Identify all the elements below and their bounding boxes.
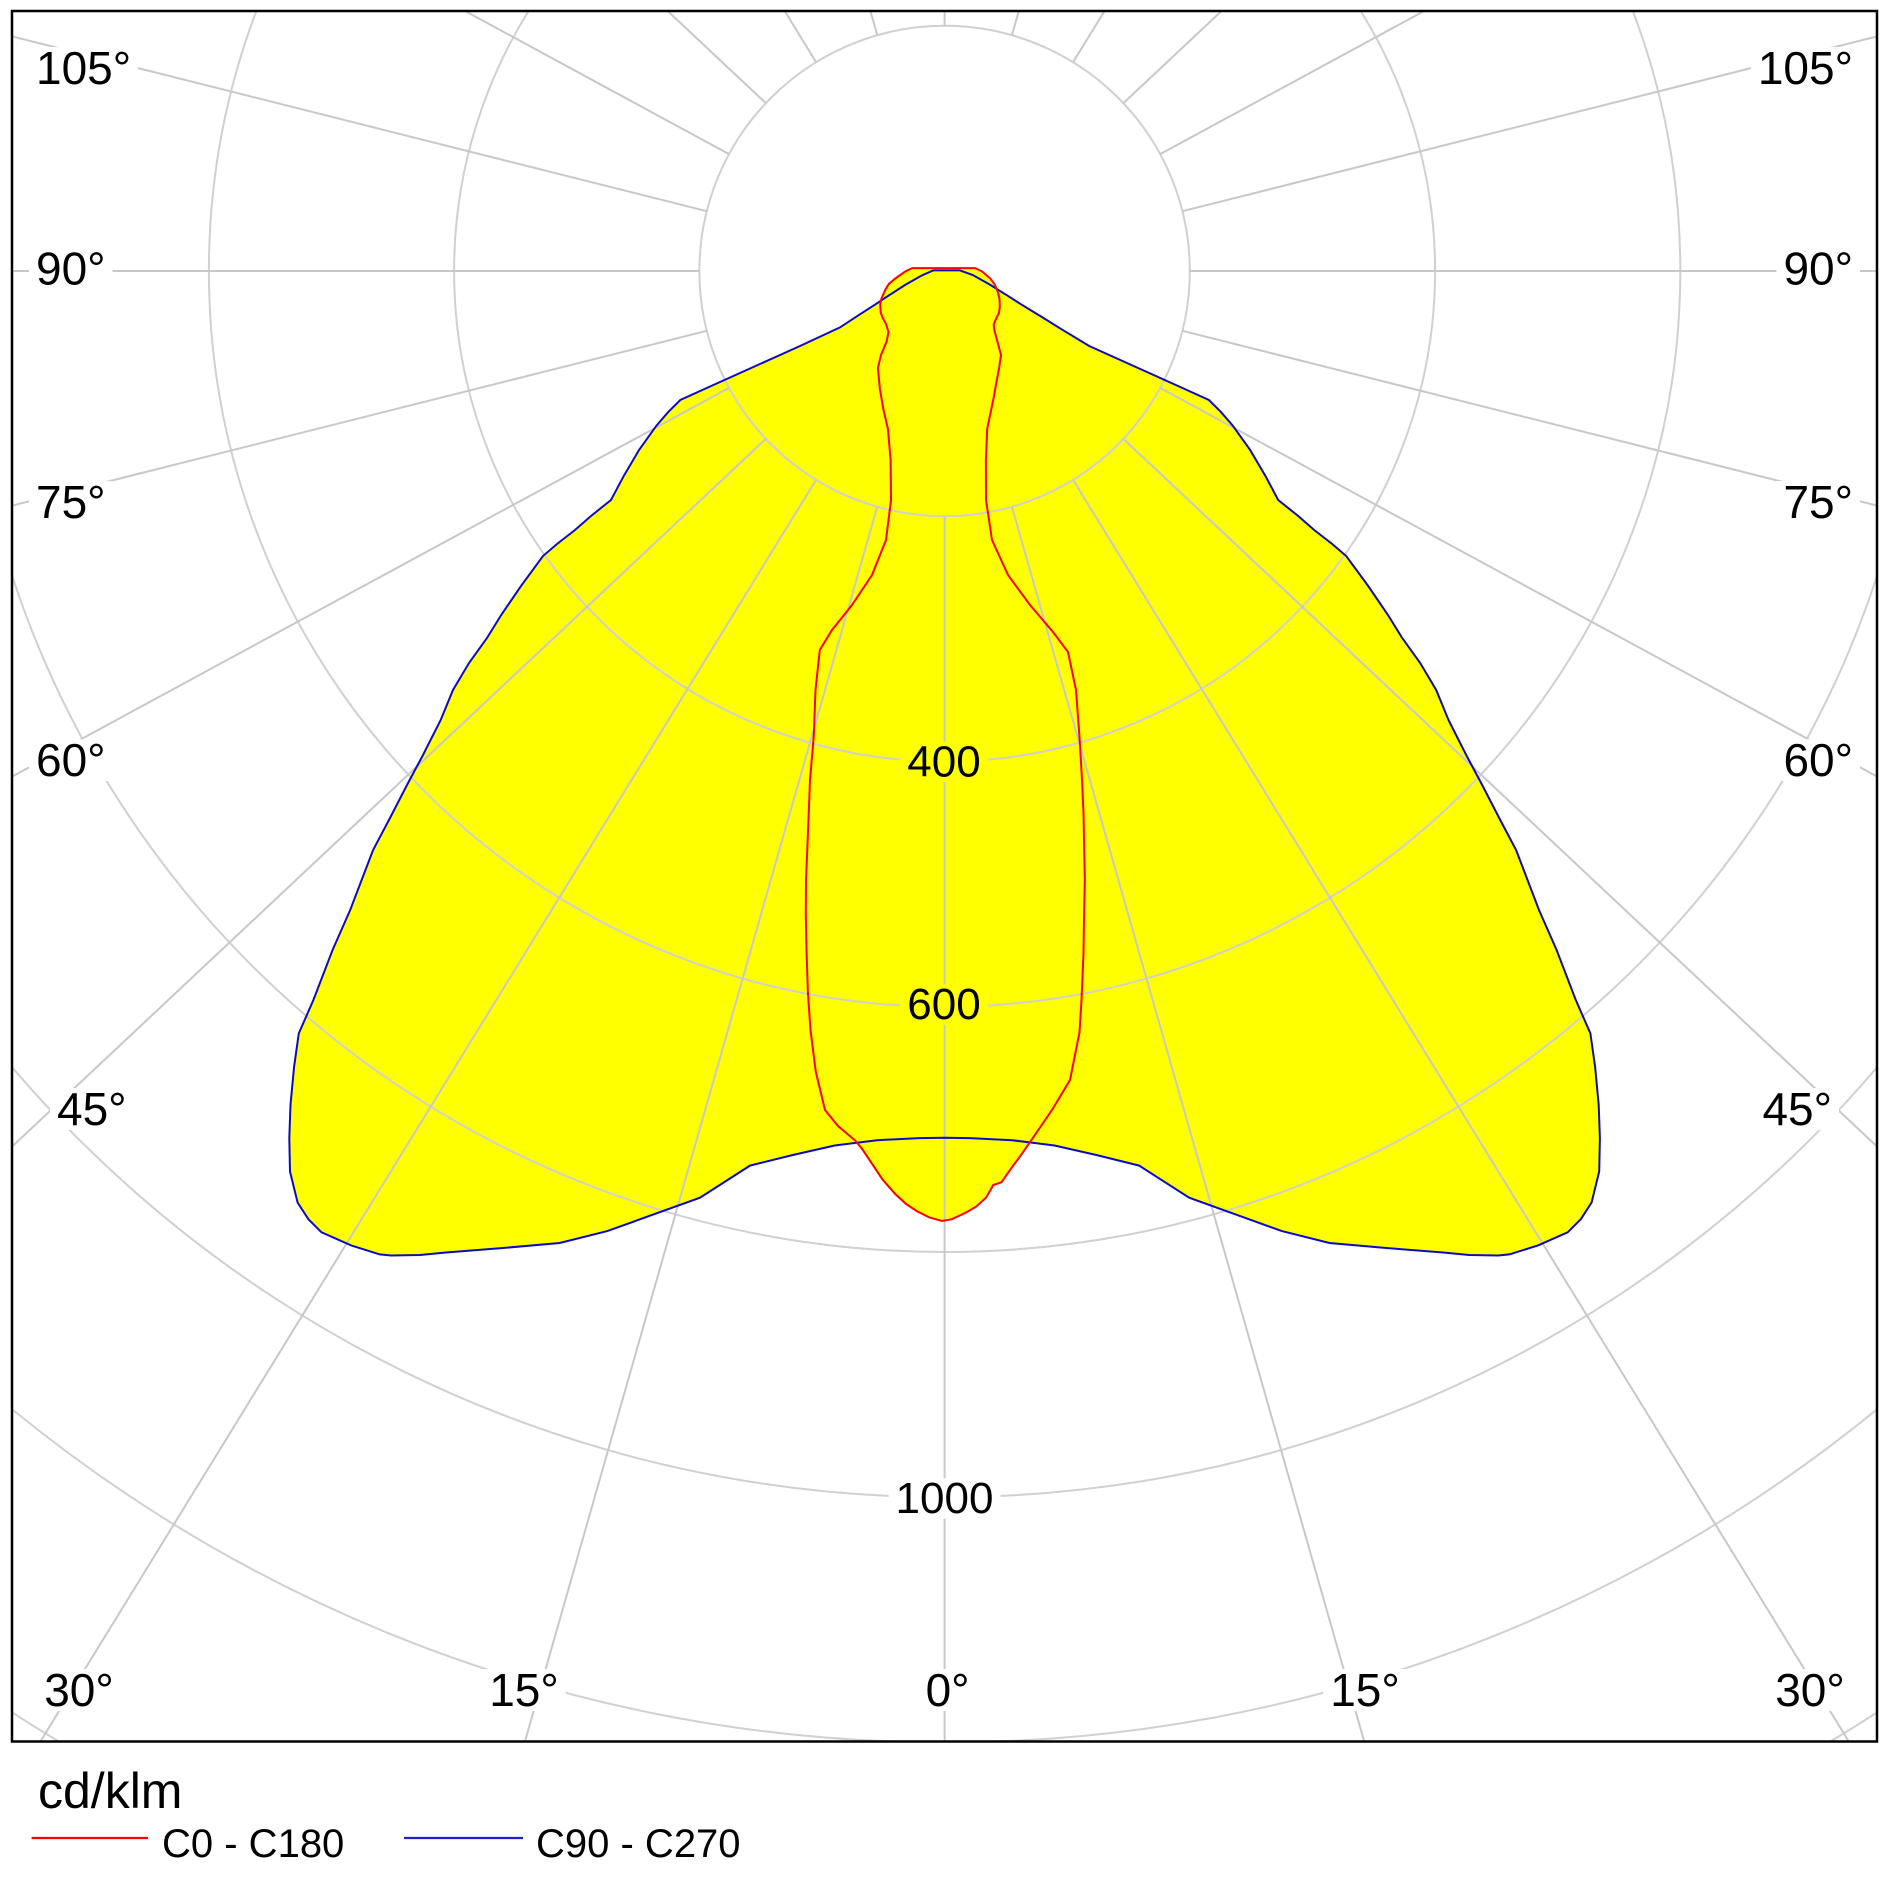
svg-text:60°: 60°	[36, 734, 106, 786]
svg-text:90°: 90°	[1783, 243, 1853, 295]
svg-text:0°: 0°	[926, 1664, 970, 1716]
svg-text:400: 400	[907, 738, 980, 787]
svg-text:1000: 1000	[896, 1474, 994, 1523]
svg-text:30°: 30°	[1775, 1664, 1845, 1716]
svg-text:45°: 45°	[1762, 1083, 1832, 1135]
svg-text:60°: 60°	[1783, 734, 1853, 786]
svg-text:C90 - C270: C90 - C270	[536, 1822, 741, 1866]
svg-text:C0 - C180: C0 - C180	[162, 1822, 344, 1866]
svg-text:30°: 30°	[44, 1664, 114, 1716]
svg-text:75°: 75°	[36, 476, 106, 528]
svg-text:15°: 15°	[489, 1664, 559, 1716]
svg-text:45°: 45°	[57, 1083, 127, 1135]
svg-text:105°: 105°	[1758, 42, 1853, 94]
svg-text:75°: 75°	[1783, 476, 1853, 528]
svg-text:600: 600	[907, 980, 980, 1029]
svg-text:90°: 90°	[36, 243, 106, 295]
svg-text:cd/klm: cd/klm	[38, 1763, 182, 1819]
svg-text:15°: 15°	[1330, 1664, 1400, 1716]
svg-text:105°: 105°	[36, 42, 131, 94]
